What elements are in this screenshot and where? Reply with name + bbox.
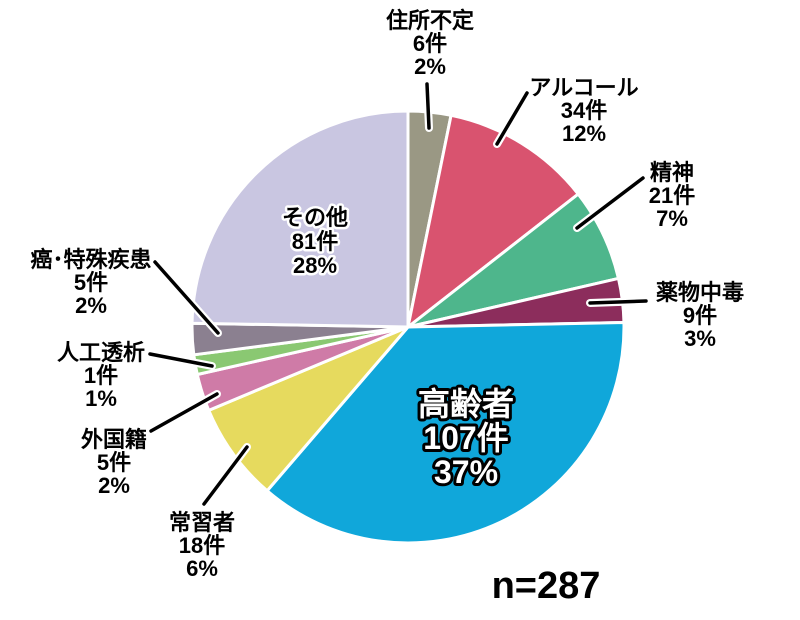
- leader-line-dialysis: [148, 352, 214, 368]
- slice-label-cancer-special-disease: 癌･特殊疾患 5件 2%: [30, 247, 151, 318]
- slice-label-alcohol: アルコール 34件 12%: [529, 75, 638, 146]
- pie-slice-other: [190, 109, 410, 329]
- pie-slices-group: [190, 109, 626, 545]
- pie-slice-alcohol: [406, 113, 580, 329]
- leader-line-habitual: [202, 445, 249, 506]
- leader-line-drug-addiction: [588, 299, 648, 305]
- slice-label-elderly: 高齢者 107件 37%: [418, 386, 514, 490]
- leader-line-cancer-special-disease: [153, 260, 220, 335]
- leader-line-alcohol: [495, 91, 529, 146]
- slice-label-other: その他 81件 28%: [282, 205, 348, 278]
- slice-labels-group: 住所不定 6件 2% アルコール 34件 12%精神 21件 7% 薬物中毒 9件 3% 高齢者 107…: [30, 8, 744, 581]
- slice-label-no-fixed-address: 住所不定 6件 2%: [386, 8, 474, 79]
- leader-lines-group: [146, 80, 650, 508]
- leader-line-no-fixed-address: [425, 82, 431, 130]
- slice-label-dialysis: 人工透析 1件 1%: [57, 340, 145, 411]
- pie-slice-habitual: [207, 325, 410, 493]
- pie-slice-elderly: [265, 320, 626, 545]
- slice-label-foreign-national: 外国籍 5件 2%: [81, 427, 147, 498]
- leader-line-mental: [575, 176, 645, 230]
- n-total-label: n=287: [492, 565, 601, 607]
- slice-label-drug-addiction: 薬物中毒 9件 3%: [656, 280, 744, 351]
- slice-label-habitual: 常習者 18件 6%: [169, 510, 235, 581]
- slice-label-mental: 精神 21件 7%: [649, 160, 695, 231]
- leader-line-foreign-national: [149, 392, 219, 433]
